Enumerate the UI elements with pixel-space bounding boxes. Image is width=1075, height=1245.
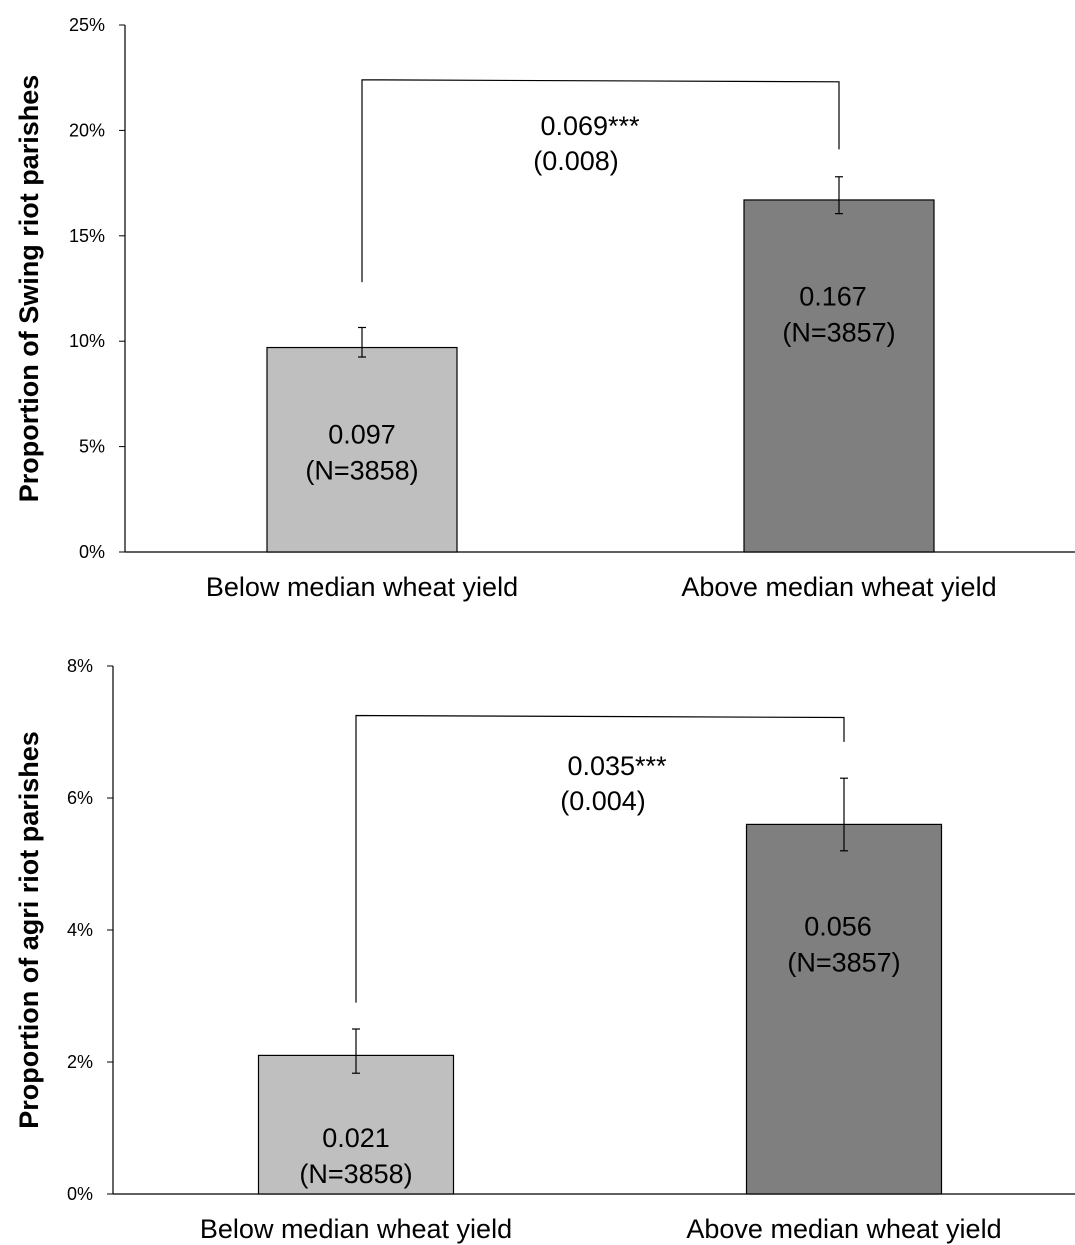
x-category-label: Above median wheat yield [686, 1214, 1001, 1244]
y-tick-label: 0% [67, 1184, 93, 1204]
y-tick-label: 10% [69, 331, 105, 351]
y-axis-title: Proportion of Swing riot parishes [14, 75, 44, 503]
bar-value-label: 0.056 [804, 911, 872, 941]
x-category-label: Below median wheat yield [200, 1214, 512, 1244]
bar-n-label: (N=3857) [782, 318, 895, 348]
y-tick-label: 4% [67, 920, 93, 940]
bar [743, 199, 935, 553]
bar-n-label: (N=3858) [299, 1159, 412, 1189]
y-tick-label: 20% [69, 120, 105, 140]
chart-swing-riots: 0% 5% 10% 15% 20% 25% Proportion of Swing riot… [14, 15, 1075, 602]
bar [257, 1054, 455, 1195]
difference-label: 0.035*** [567, 751, 667, 781]
y-tick-label: 15% [69, 226, 105, 246]
bar-n-label: (N=3857) [787, 947, 900, 977]
y-tick-label: 8% [67, 656, 93, 676]
bar-value-label: 0.167 [799, 282, 867, 312]
y-tick-label: 5% [79, 437, 105, 457]
chart-agri-riots: 0% 2% 4% 6% 8% Proportion of agri riot parish… [14, 656, 1075, 1244]
x-category-label: Above median wheat yield [681, 572, 996, 602]
y-tick-label: 25% [69, 15, 105, 35]
y-tick-label: 2% [67, 1052, 93, 1072]
bar [745, 823, 943, 1195]
bar-value-label: 0.097 [328, 420, 396, 450]
difference-label: 0.069*** [540, 111, 640, 141]
y-tick-label: 0% [79, 542, 105, 562]
difference-bracket [361, 79, 840, 283]
difference-se-label: (0.008) [533, 146, 619, 176]
bar-value-label: 0.021 [322, 1123, 390, 1153]
y-axis-title: Proportion of agri riot parishes [14, 731, 44, 1129]
difference-bracket [355, 714, 845, 1003]
y-tick-label: 6% [67, 788, 93, 808]
bar-n-label: (N=3858) [305, 456, 418, 486]
x-category-label: Below median wheat yield [206, 572, 518, 602]
bar [266, 346, 458, 553]
difference-se-label: (0.004) [560, 786, 646, 816]
